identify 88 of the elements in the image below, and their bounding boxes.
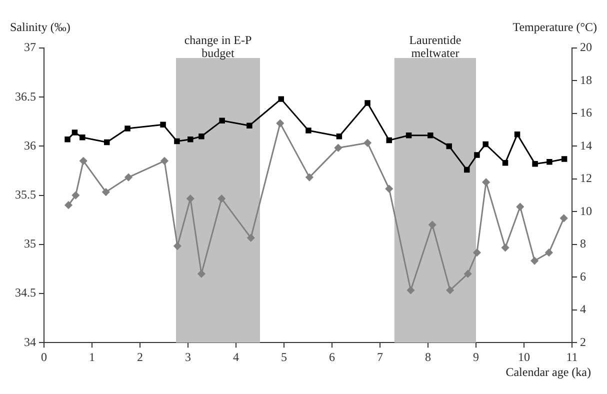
y2-axis-title: Temperature (°C) <box>512 20 597 34</box>
point <box>428 221 436 229</box>
point <box>482 141 488 148</box>
point <box>174 242 182 250</box>
y2-tick-label: 20 <box>580 40 592 54</box>
point <box>80 157 88 165</box>
point <box>428 132 434 138</box>
point <box>474 152 480 158</box>
x-tick-label: 0 <box>41 350 47 364</box>
point <box>482 178 490 186</box>
point <box>385 185 393 193</box>
x-tick-label: 1 <box>89 350 95 364</box>
point <box>364 100 370 106</box>
point <box>247 234 255 242</box>
point <box>80 134 86 140</box>
point <box>246 122 252 128</box>
x-axis-title: Calendar age (ka) <box>506 364 591 379</box>
point <box>561 156 568 162</box>
x-tick-label: 5 <box>281 350 287 364</box>
point <box>219 118 225 124</box>
y-tick-label: 34.5 <box>15 286 36 300</box>
x-tick-label: 9 <box>473 350 479 364</box>
y-tick-label: 35.5 <box>15 187 36 202</box>
point <box>276 120 284 128</box>
point <box>336 134 342 140</box>
point <box>160 122 166 128</box>
y2-tick-label: 18 <box>580 72 592 87</box>
point <box>364 139 372 147</box>
y2-tick-label: 4 <box>580 302 586 316</box>
point <box>464 270 472 278</box>
point <box>124 174 132 182</box>
point <box>473 248 481 256</box>
y-tick-label: 36.5 <box>15 89 36 104</box>
point <box>502 244 510 252</box>
y-tick-label: 34 <box>24 334 36 349</box>
point <box>446 286 454 294</box>
point <box>102 188 110 196</box>
point <box>64 136 70 142</box>
point <box>464 166 470 173</box>
point <box>124 126 130 132</box>
point <box>72 192 80 200</box>
point <box>502 160 508 166</box>
point <box>278 96 284 102</box>
point <box>72 130 78 136</box>
y2-tick-label: 12 <box>580 171 592 186</box>
band-label: change in E-P budget <box>184 33 252 60</box>
point <box>174 138 180 144</box>
point <box>530 257 538 265</box>
y2-tick-label: 14 <box>580 138 592 152</box>
x-tick-label: 10 <box>518 350 530 364</box>
point <box>198 134 204 140</box>
y2-tick-label: 8 <box>580 236 586 251</box>
y2-tick-label: 16 <box>580 106 592 120</box>
x-tick-label: 8 <box>425 350 431 364</box>
point <box>198 270 206 278</box>
point <box>516 203 524 211</box>
y-tick-label: 35 <box>24 236 36 251</box>
point <box>306 174 314 182</box>
y-tick-label: 37 <box>24 40 36 54</box>
y-tick-label: 36 <box>24 138 36 152</box>
y2-tick-label: 6 <box>580 269 586 284</box>
point <box>188 136 194 142</box>
x-tick-label: 11 <box>566 350 578 364</box>
point <box>306 128 312 134</box>
point <box>334 144 342 152</box>
band-label: Laurentide meltwater <box>409 33 462 60</box>
x-tick-label: 7 <box>377 350 383 364</box>
point <box>218 194 226 202</box>
y2-tick-label: 10 <box>580 204 592 218</box>
point <box>514 132 520 138</box>
y2-tick-label: 2 <box>580 334 586 349</box>
point <box>160 157 168 165</box>
y-axis-title: Salinity (‰) <box>10 20 70 34</box>
point <box>560 214 568 222</box>
x-tick-label: 4 <box>233 350 239 364</box>
point <box>406 286 414 294</box>
point <box>186 194 194 202</box>
x-tick-label: 6 <box>329 350 335 364</box>
point <box>532 161 538 167</box>
point <box>406 132 412 138</box>
x-tick-label: 2 <box>137 350 143 364</box>
point <box>386 137 392 144</box>
point <box>446 143 452 150</box>
point <box>64 201 72 209</box>
point <box>545 248 553 256</box>
x-tick-label: 3 <box>185 350 191 364</box>
point <box>546 159 552 165</box>
point <box>104 139 110 146</box>
